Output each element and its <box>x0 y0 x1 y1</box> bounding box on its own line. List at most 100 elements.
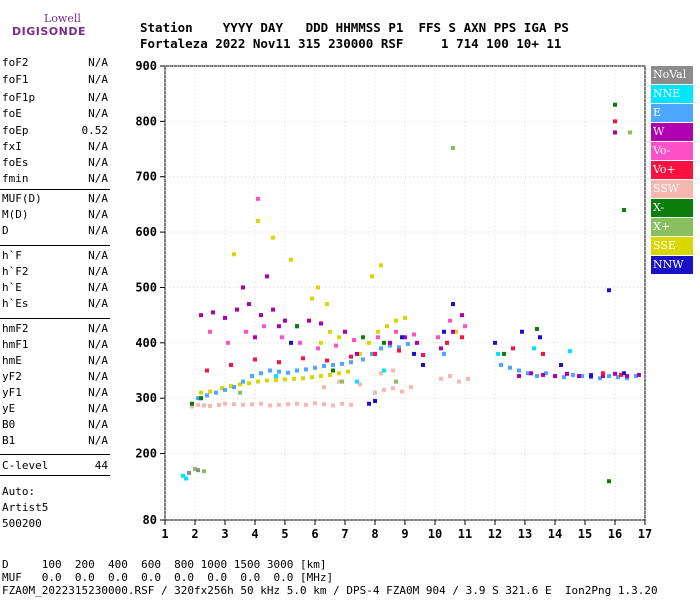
echo-point-e <box>571 372 575 377</box>
autoscale-text: 500200 <box>2 517 42 530</box>
param-row: hmF2 N/A <box>0 322 110 335</box>
x-tick-label: 2 <box>191 527 198 541</box>
param-row: C-level 44 <box>0 459 110 472</box>
param-value: N/A <box>88 297 108 310</box>
param-separator <box>0 318 110 319</box>
echo-point-sse <box>379 263 383 268</box>
echo-point-x <box>193 467 197 472</box>
echo-point-w <box>403 335 407 340</box>
echo-point-nnw <box>607 288 611 293</box>
echo-point-ssw <box>196 402 200 407</box>
echo-point-sse <box>337 335 341 340</box>
echo-point-nne <box>181 473 185 478</box>
header-labels: Station YYYY DAY DDD HHMMSS P1 FFS S AXN… <box>140 20 569 35</box>
echo-point-w <box>451 329 455 334</box>
y-tick-label: 80 <box>143 513 157 527</box>
echo-point-e <box>535 374 539 379</box>
legend-item-x: X+ <box>651 218 693 236</box>
param-value: N/A <box>88 56 108 69</box>
param-name: foF1 <box>2 73 29 86</box>
param-name: yF1 <box>2 386 22 399</box>
echo-point-ssw <box>322 385 326 390</box>
x-tick-label: 3 <box>221 527 228 541</box>
echo-point-w <box>211 310 215 315</box>
echo-point-sse <box>328 329 332 334</box>
echo-point-vo <box>280 335 284 340</box>
echo-point-e <box>259 371 263 376</box>
legend-item-e: E <box>651 104 693 122</box>
echo-point-w <box>565 371 569 376</box>
echo-point-x <box>199 396 203 401</box>
echo-point-sse <box>232 252 236 257</box>
param-value: N/A <box>88 172 108 185</box>
echo-point-w <box>613 130 617 135</box>
param-separator <box>0 475 110 476</box>
echo-point-vo <box>445 340 449 345</box>
param-name: hmF1 <box>2 338 29 351</box>
param-row: foF1p N/A <box>0 91 110 104</box>
echo-point-nne <box>496 351 500 356</box>
echo-point-sse <box>385 324 389 329</box>
echo-point-x <box>331 368 335 373</box>
echo-point-e <box>349 360 353 365</box>
param-name: foF1p <box>2 91 36 104</box>
param-name: foEp <box>2 124 29 137</box>
echo-point-ssw <box>277 402 281 407</box>
echo-point-x <box>295 324 299 329</box>
echo-point-nne <box>355 379 359 384</box>
echo-point-ssw <box>349 402 353 407</box>
echo-point-sse <box>325 302 329 307</box>
echo-point-w <box>355 351 359 356</box>
echo-point-ssw <box>340 401 344 406</box>
echo-point-e <box>562 375 566 380</box>
echo-point-sse <box>358 351 362 356</box>
echo-point-vo <box>205 368 209 373</box>
echo-point-e <box>634 374 638 379</box>
echo-point-w <box>259 313 263 318</box>
echo-point-w <box>247 302 251 307</box>
echo-point-e <box>607 374 611 379</box>
echo-point-e <box>241 379 245 384</box>
param-row: D N/A <box>0 224 110 237</box>
echo-point-sse <box>256 219 260 224</box>
echo-point-ssw <box>373 390 377 395</box>
echo-point-vo <box>541 351 545 356</box>
echo-point-sse <box>346 369 350 374</box>
echo-point-ssw <box>295 401 299 406</box>
param-value: N/A <box>88 140 108 153</box>
echo-point-e <box>517 368 521 373</box>
echo-point-vo <box>421 353 425 358</box>
echo-point-ssw <box>286 402 290 407</box>
echo-point-sse <box>238 382 242 387</box>
echo-point-vo <box>277 360 281 365</box>
echo-point-vo <box>262 324 266 329</box>
echo-point-e <box>397 345 401 350</box>
echo-point-vo <box>376 335 380 340</box>
echo-point-e <box>223 387 227 392</box>
param-name: MUF(D) <box>2 192 42 205</box>
echo-point-e <box>214 390 218 395</box>
param-row: hmE N/A <box>0 354 110 367</box>
echo-point-sse <box>328 372 332 377</box>
legend-item-sse: SSE <box>651 237 693 255</box>
param-value: N/A <box>88 281 108 294</box>
param-row: yF2 N/A <box>0 370 110 383</box>
x-tick-label: 8 <box>371 527 378 541</box>
echo-point-x <box>502 351 506 356</box>
echo-point-e <box>580 374 584 379</box>
digisonde-logo: Lowell DIGISONDE <box>6 8 85 42</box>
echo-point-nnw <box>622 371 626 376</box>
x-tick-label: 17 <box>638 527 652 541</box>
echo-point-vo <box>619 372 623 377</box>
echo-point-ssw <box>409 385 413 390</box>
echo-point-w <box>199 313 203 318</box>
echo-point-x <box>202 469 206 474</box>
echo-point-e <box>508 365 512 370</box>
param-row: B0 N/A <box>0 418 110 431</box>
echo-point-w <box>541 372 545 377</box>
echo-point-x <box>190 401 194 406</box>
echo-point-vo <box>511 346 515 351</box>
echo-point-x <box>361 335 365 340</box>
echo-point-sse <box>220 386 224 391</box>
